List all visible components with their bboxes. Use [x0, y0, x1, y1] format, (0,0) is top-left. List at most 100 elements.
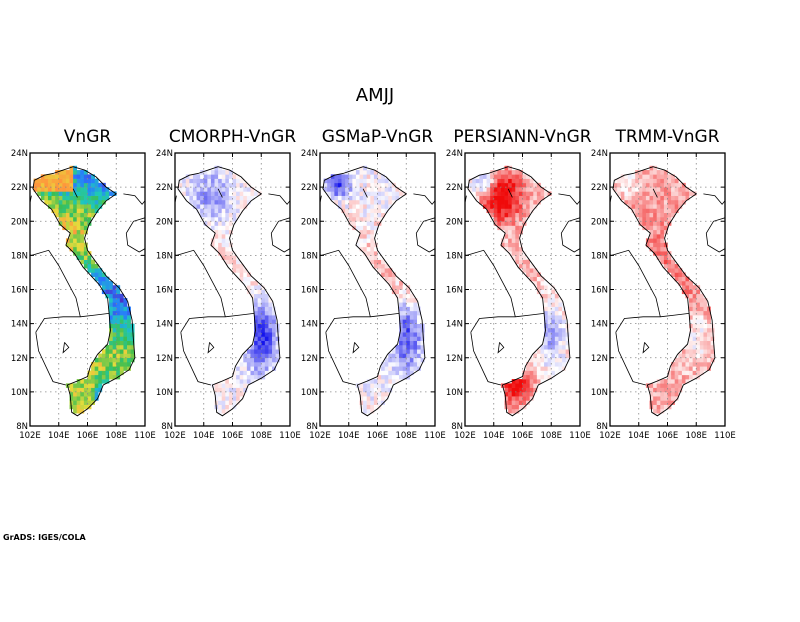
heatmap-cell	[69, 165, 74, 171]
lat-tick-label: 18N	[301, 251, 318, 261]
grid-lines-0	[30, 153, 145, 426]
heatmap-cell	[80, 404, 85, 410]
heatmap-cell	[109, 340, 113, 346]
heatmap-cell	[399, 302, 403, 307]
heatmap-cell	[381, 374, 385, 380]
lat-tick-label: 10N	[11, 388, 28, 398]
heatmap-cell	[649, 225, 654, 231]
heatmap-cell	[207, 208, 212, 214]
heatmap-cell	[327, 191, 332, 196]
heatmap-cell	[511, 238, 516, 243]
border-line	[497, 342, 505, 354]
heatmap-cell	[511, 208, 516, 214]
heatmap-cell	[645, 212, 650, 218]
heatmap-cell	[493, 212, 498, 218]
heatmap-cell	[51, 187, 56, 192]
heatmap-cell	[486, 178, 491, 184]
heatmap-cell	[65, 178, 70, 184]
heatmap-cell	[87, 396, 92, 401]
heatmap-cell	[377, 191, 382, 196]
heatmap-cell	[51, 178, 56, 184]
heatmap-cell	[536, 285, 541, 290]
heatmap-cell	[399, 289, 403, 295]
heatmap-cell	[116, 293, 121, 299]
heatmap-cell	[69, 238, 74, 243]
heatmap-cell	[98, 204, 103, 209]
border-line	[615, 332, 647, 386]
heatmap-cell	[214, 238, 219, 243]
heatmap-cell	[214, 234, 219, 239]
heatmap-cell	[334, 178, 339, 184]
heatmap-cell	[214, 195, 219, 201]
heatmap-cell	[44, 195, 49, 201]
heatmap-cell	[254, 332, 258, 337]
heatmap-cell	[522, 374, 527, 380]
heatmap-cell	[674, 387, 679, 393]
heatmap-cell	[689, 332, 693, 337]
heatmap-cell	[497, 212, 502, 218]
heatmap-cell	[196, 199, 201, 205]
heatmap-cell	[87, 182, 92, 188]
heatmap-cell	[87, 374, 92, 380]
heatmap-cell	[696, 315, 701, 320]
heatmap-cell	[87, 370, 92, 376]
heatmap-cell	[228, 379, 233, 384]
heatmap-cell	[243, 370, 248, 376]
heatmap-cell	[119, 336, 124, 341]
heatmap-cell	[243, 187, 248, 192]
heatmap-cell	[475, 174, 480, 179]
heatmap-cell	[551, 319, 556, 324]
heatmap-cell	[384, 276, 389, 282]
heatmap-cell	[225, 238, 230, 243]
heatmap-cell	[366, 234, 371, 239]
heatmap-cell	[268, 366, 273, 371]
heatmap-cell	[243, 374, 248, 380]
heatmap-cell	[366, 221, 371, 226]
heatmap-cell	[192, 191, 197, 196]
heatmap-cell	[692, 327, 697, 333]
heatmap-cell	[243, 362, 248, 367]
heatmap-cell	[551, 306, 556, 312]
heatmap-cell	[508, 208, 513, 214]
heatmap-cell	[529, 187, 534, 192]
heatmap-cell	[678, 374, 683, 380]
heatmap-cell	[73, 165, 78, 171]
heatmap-cell	[341, 204, 346, 209]
heatmap-cell	[105, 187, 110, 192]
heatmap-cell	[236, 268, 240, 273]
heatmap-cell	[660, 187, 665, 192]
heatmap-cell	[87, 216, 92, 222]
heatmap-cell	[696, 310, 701, 316]
heatmap-cell	[261, 310, 266, 316]
heatmap-cell	[699, 319, 704, 324]
heatmap-cell	[384, 178, 389, 184]
lon-tick-label: 110E	[569, 431, 591, 441]
heatmap-cell	[225, 379, 230, 384]
heatmap-cell	[707, 306, 711, 312]
heatmap-cell	[112, 353, 117, 359]
heatmap-cell	[373, 195, 378, 201]
heatmap-cell	[638, 187, 643, 192]
lat-tick-label: 18N	[156, 251, 173, 261]
heatmap-cell	[200, 191, 205, 196]
heatmap-cell	[76, 379, 81, 384]
heatmap-cell	[388, 366, 393, 371]
heatmap-cell	[402, 327, 407, 333]
heatmap-cell	[384, 199, 389, 205]
heatmap-cell	[105, 370, 110, 376]
heatmap-cell	[91, 182, 95, 188]
heatmap-cell	[653, 387, 658, 393]
heatmap-cell	[200, 212, 205, 218]
heatmap-cell	[417, 357, 421, 363]
heatmap-cell	[518, 216, 523, 222]
heatmap-cell	[395, 195, 400, 201]
heatmap-cell	[504, 234, 509, 239]
border-line	[175, 195, 226, 317]
heatmap-cell	[345, 199, 350, 205]
heatmap-cell	[254, 336, 258, 341]
heatmap-cell	[526, 182, 530, 188]
heatmap-cell	[681, 187, 686, 192]
heatmap-cell	[341, 174, 346, 179]
heatmap-cell	[402, 315, 407, 320]
